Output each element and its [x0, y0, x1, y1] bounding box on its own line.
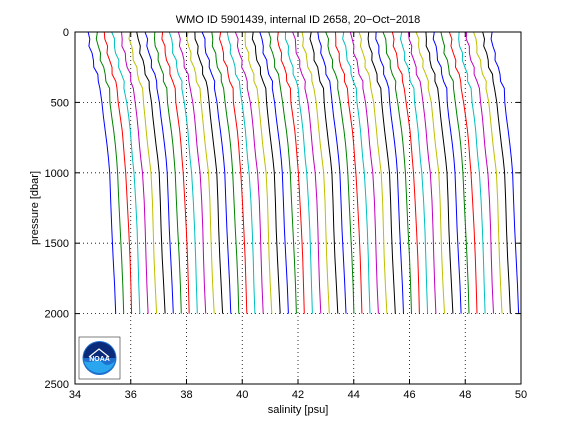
profile-line [301, 31, 330, 314]
profile-line [276, 31, 305, 314]
x-axis-title: salinity [psu] [268, 404, 329, 416]
profile-line [335, 31, 363, 314]
profile-line [440, 31, 470, 314]
profile-line [358, 31, 388, 314]
profile-line [382, 31, 412, 314]
y-tick-label: 0 [63, 27, 69, 39]
profile-line [407, 31, 437, 314]
profile-line [458, 31, 486, 314]
profile-line [201, 31, 232, 314]
profile-line [211, 31, 240, 314]
profile-line [218, 31, 248, 314]
profile-line [473, 31, 503, 314]
profiles [87, 31, 520, 314]
profile-line [399, 31, 429, 314]
profile-line [186, 31, 215, 314]
profile-line [309, 31, 339, 314]
x-tick-label: 36 [125, 389, 137, 401]
profile-line [375, 31, 404, 314]
profile-line [244, 31, 273, 314]
profile-line [342, 31, 371, 314]
x-tick-label: 50 [515, 389, 527, 401]
profile-line [121, 31, 149, 314]
y-tick-label: 1500 [45, 238, 69, 250]
profile-line [144, 31, 174, 314]
profile-line [415, 31, 445, 314]
profile-line [161, 31, 190, 314]
profile-line [367, 31, 396, 314]
y-axis-title: pressure [dbar] [29, 171, 41, 245]
profile-line [490, 31, 520, 314]
profile-line [168, 31, 198, 314]
profile-line [136, 31, 166, 314]
profile-line [95, 31, 125, 314]
profile-line [391, 31, 420, 314]
profile-line [268, 31, 297, 314]
profile-line [292, 31, 322, 314]
profile-line [177, 31, 207, 314]
profile-line [194, 31, 224, 314]
profile-line [317, 31, 347, 314]
profile-line [465, 31, 494, 314]
chart-title: WMO ID 5901439, internal ID 2658, 20−Oct… [176, 14, 421, 26]
profile-line [325, 31, 355, 314]
profile-line [284, 31, 313, 314]
y-tick-label: 2500 [45, 379, 69, 391]
profile-line [259, 31, 289, 314]
noaa-logo: NOAA [78, 336, 121, 380]
x-tick-label: 48 [459, 389, 471, 401]
profile-line [153, 31, 182, 314]
x-tick-label: 42 [292, 389, 304, 401]
x-tick-label: 40 [236, 389, 248, 401]
x-tick-label: 38 [180, 389, 192, 401]
profile-line [111, 31, 141, 314]
noaa-logo-text: NOAA [89, 356, 110, 363]
profile-line [425, 31, 454, 314]
profile-line [128, 31, 158, 314]
profile-line [349, 31, 379, 314]
y-tick-label: 500 [51, 97, 69, 109]
y-tick-label: 1000 [45, 168, 69, 180]
profile-line [87, 31, 117, 314]
profile-line [432, 31, 462, 314]
profile-line [482, 31, 511, 314]
profile-line [103, 31, 133, 314]
profile-line [448, 31, 478, 314]
x-tick-label: 46 [403, 389, 415, 401]
profile-line [251, 31, 281, 314]
profile-line [234, 31, 264, 314]
x-tick-label: 44 [348, 389, 360, 401]
profile-line [226, 31, 256, 314]
y-tick-label: 2000 [45, 309, 69, 321]
x-tick-label: 34 [69, 389, 81, 401]
